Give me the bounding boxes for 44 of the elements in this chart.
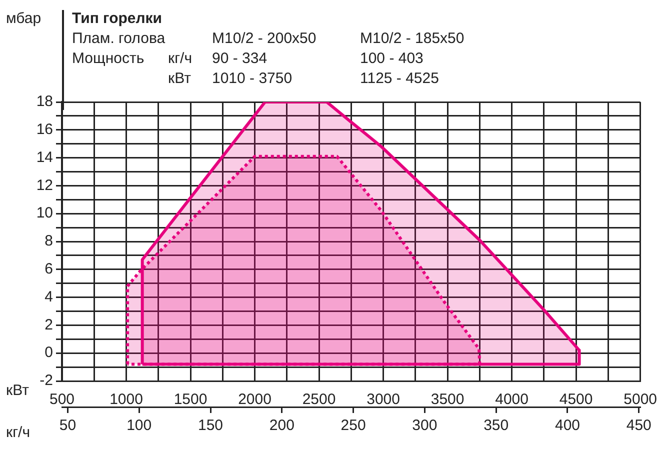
- x-tick-label: 4000: [495, 391, 528, 408]
- x-tick-label: 1000: [110, 391, 143, 408]
- y-tick-label: 12: [36, 176, 53, 194]
- y-tick-label: 16: [36, 121, 53, 138]
- x2-tick-label: 50: [59, 417, 76, 434]
- x2-tick-label: 400: [554, 417, 580, 434]
- y-tick-label: 2: [44, 316, 53, 334]
- text: 100 - 403: [360, 50, 424, 68]
- text: M10/2 - 200x50: [212, 30, 316, 48]
- x2-tick-label: 350: [484, 417, 509, 434]
- text: кг/ч: [168, 50, 192, 68]
- text: Плам. голова: [72, 30, 166, 48]
- x2-tick-label: 200: [269, 417, 294, 434]
- x2-axis-title: кг/ч: [6, 424, 30, 442]
- x2-tick-label: 250: [340, 417, 366, 434]
- x-tick-label: 500: [49, 391, 75, 408]
- y-axis-title: мбар: [6, 10, 42, 28]
- y-tick-label: -2: [40, 372, 53, 390]
- x-axis-title: кВт: [6, 382, 30, 400]
- text: 1010 - 3750: [212, 70, 292, 88]
- text: M10/2 - 185x50: [360, 30, 464, 48]
- x-tick-label: 2500: [302, 391, 336, 408]
- x-tick-label: 3500: [430, 391, 464, 408]
- x-tick-label: 2000: [238, 391, 272, 408]
- x2-tick-label: 150: [198, 417, 224, 434]
- x-tick-label: 3000: [366, 391, 400, 408]
- x2-tick-label: 100: [126, 417, 152, 434]
- x-tick-label: 5000: [624, 391, 658, 408]
- text: 90 - 334: [212, 50, 268, 68]
- x2-tick-label: 300: [412, 417, 438, 434]
- y-tick-label: 6: [44, 260, 53, 278]
- y-tick-label: 10: [36, 204, 53, 222]
- text: кВт: [168, 70, 191, 88]
- text: Мощность: [72, 50, 144, 68]
- y-tick-label: 4: [44, 288, 53, 306]
- chart-title: Тип горелки: [72, 10, 162, 28]
- y-tick-label: 14: [36, 148, 53, 166]
- y-tick-label: 18: [36, 93, 53, 110]
- text: 1125 - 4525: [360, 70, 439, 88]
- x2-tick-label: 450: [626, 417, 652, 434]
- x-tick-label: 4500: [559, 391, 593, 408]
- y-tick-label: 0: [44, 344, 53, 362]
- x-tick-label: 1500: [174, 391, 208, 408]
- y-tick-label: 8: [44, 232, 53, 250]
